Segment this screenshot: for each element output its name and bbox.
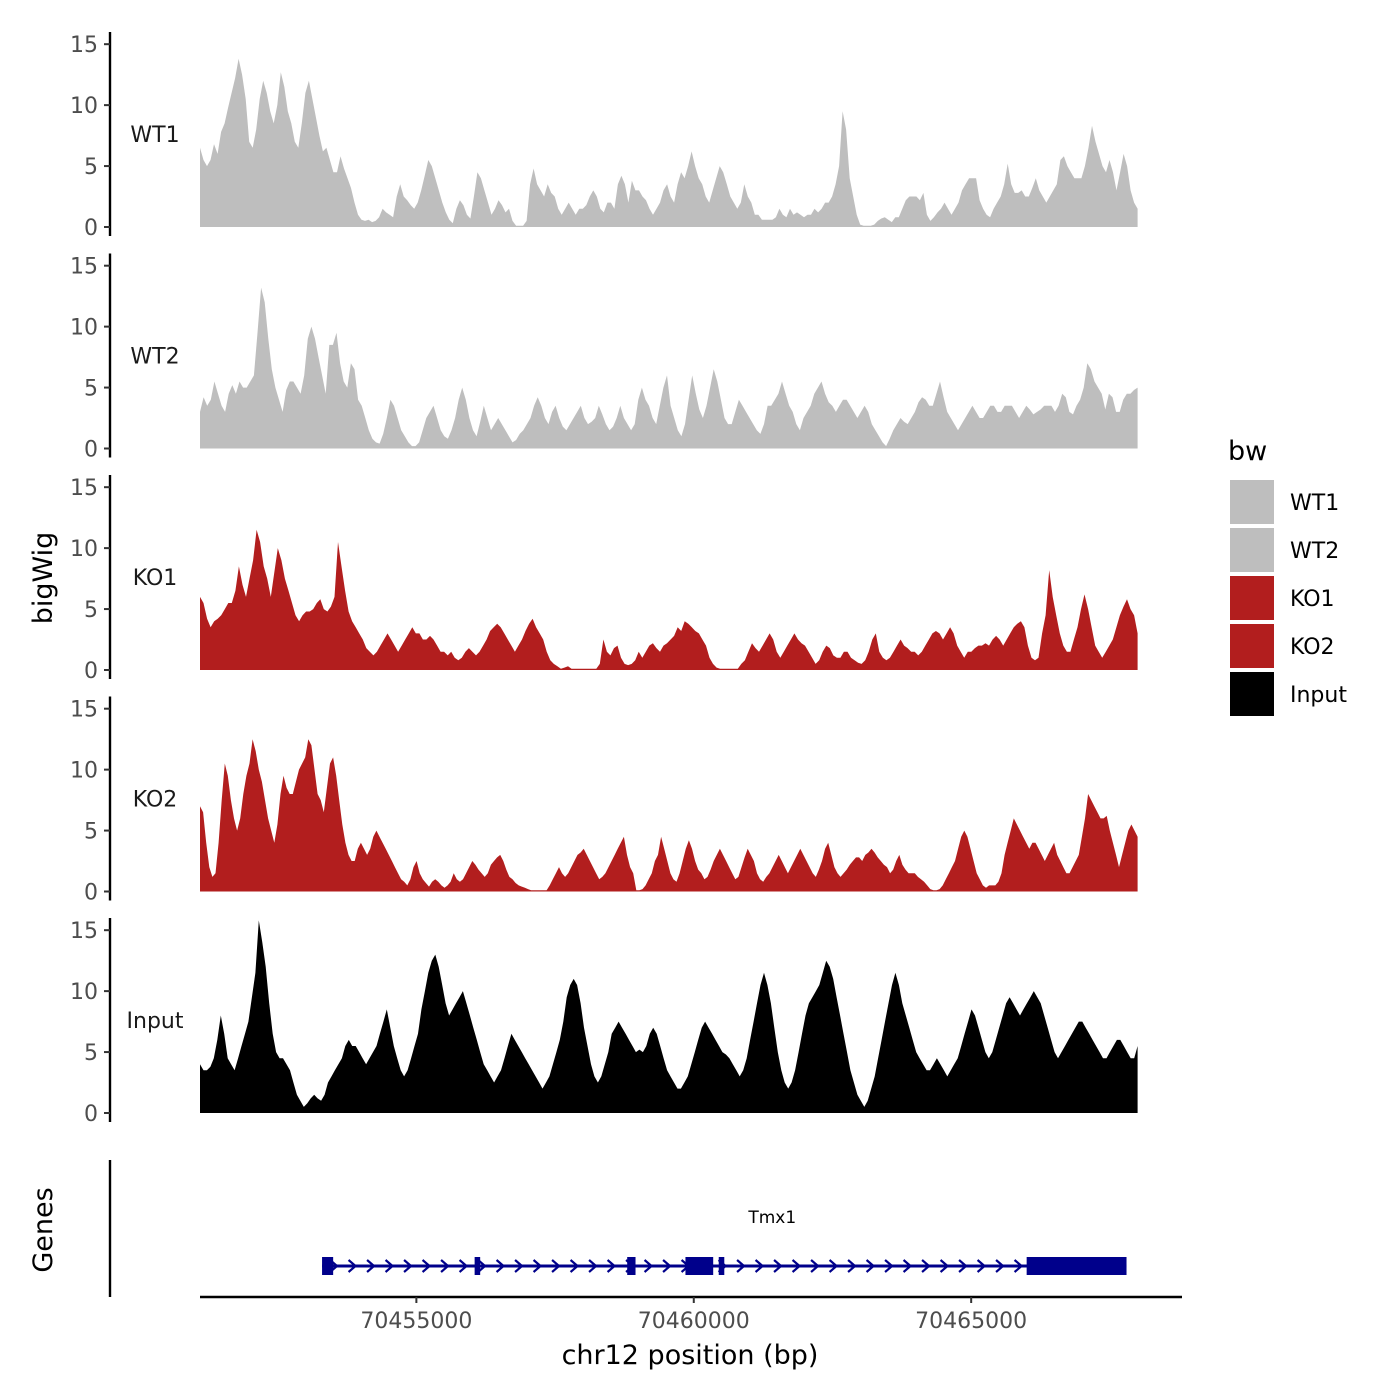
strand-arrow	[662, 1259, 672, 1273]
strand-arrow	[421, 1259, 432, 1273]
y-tick-label: 5	[84, 598, 98, 623]
y-tick-label: 10	[70, 94, 98, 119]
area-wt2	[200, 287, 1138, 449]
strand-arrow	[995, 1259, 1005, 1273]
track-wt1: 0 5 10 15 WT1	[70, 32, 1138, 241]
y-tick-label: 15	[70, 476, 98, 501]
strand-arrow	[458, 1259, 469, 1273]
track-label: KO2	[133, 788, 178, 813]
y-tick-label: 0	[84, 659, 98, 684]
y-tick-label: 15	[70, 698, 98, 723]
strand-arrow	[810, 1259, 820, 1273]
x-tick-label: 70465000	[915, 1309, 1027, 1334]
y-tick-label: 15	[70, 919, 98, 944]
strand-arrow	[606, 1259, 617, 1273]
strand-arrow	[440, 1259, 450, 1273]
strand-arrow	[477, 1259, 487, 1273]
legend-key-ko2	[1230, 624, 1274, 668]
legend-key-wt1	[1230, 480, 1274, 524]
strand-arrow	[514, 1259, 524, 1273]
area-ko1	[200, 529, 1138, 670]
strand-arrow	[828, 1259, 839, 1273]
strand-arrow	[384, 1259, 395, 1273]
gene-name-label: Tmx1	[747, 1208, 796, 1228]
track-label: Input	[127, 1009, 184, 1034]
gene-exon	[718, 1257, 725, 1275]
x-tick-label: 70455000	[360, 1309, 472, 1334]
y-tick-label: 15	[70, 33, 98, 58]
strand-arrow	[884, 1259, 894, 1273]
legend-key-ko1	[1230, 576, 1274, 620]
strand-arrow	[791, 1259, 802, 1273]
y-tick-label: 10	[70, 537, 98, 562]
strand-arrow	[976, 1259, 987, 1273]
legend-key-wt2	[1230, 528, 1274, 572]
strand-arrow	[403, 1259, 413, 1273]
track-label: KO1	[133, 566, 178, 591]
gene-exon	[1026, 1257, 1127, 1275]
strand-arrow	[939, 1259, 950, 1273]
strand-arrow	[754, 1259, 765, 1273]
strand-arrow	[847, 1259, 857, 1273]
legend-label-input: Input	[1290, 683, 1347, 708]
strand-arrow	[643, 1259, 654, 1273]
strand-arrow	[921, 1259, 931, 1273]
strand-arrow	[736, 1259, 746, 1273]
gene-exon	[627, 1257, 636, 1275]
y-tick-label: 10	[70, 759, 98, 784]
gene-exon	[685, 1257, 714, 1275]
x-axis: 70455000 70460000 70465000	[200, 1295, 1182, 1334]
legend-key-input	[1230, 672, 1274, 716]
strand-arrow	[366, 1259, 376, 1273]
y-axis-title: bigWig	[28, 532, 59, 625]
gene-track: Tmx1	[108, 1160, 1127, 1297]
legend-label-ko1: KO1	[1290, 587, 1335, 612]
track-input: 0 5 10 15 Input	[70, 918, 1138, 1127]
y-tick-label: 5	[84, 1041, 98, 1066]
legend-label-wt1: WT1	[1290, 491, 1339, 516]
strand-arrow	[773, 1259, 783, 1273]
area-ko2	[200, 739, 1138, 892]
y-tick-label: 0	[84, 1102, 98, 1127]
legend-label-wt2: WT2	[1290, 539, 1339, 564]
strand-arrow	[569, 1259, 580, 1273]
strand-arrow	[958, 1259, 968, 1273]
strand-arrow	[347, 1259, 358, 1273]
x-tick-label: 70460000	[638, 1309, 750, 1334]
track-ko2: 0 5 10 15 KO2	[70, 696, 1138, 906]
y-tick-label: 5	[84, 820, 98, 845]
track-label: WT1	[130, 123, 179, 148]
strand-arrow	[532, 1259, 543, 1273]
gene-track-title: Genes	[28, 1187, 59, 1272]
x-axis-title: chr12 position (bp)	[562, 1340, 819, 1371]
strand-arrow	[902, 1259, 913, 1273]
y-tick-label: 10	[70, 980, 98, 1005]
area-wt1	[200, 58, 1138, 227]
strand-arrow	[1013, 1259, 1024, 1273]
gene-exon	[474, 1257, 481, 1275]
strand-arrow	[588, 1259, 598, 1273]
y-tick-label: 5	[84, 377, 98, 402]
y-tick-label: 0	[84, 438, 98, 463]
area-input	[200, 920, 1138, 1113]
y-tick-label: 15	[70, 255, 98, 280]
strand-arrow	[551, 1259, 561, 1273]
strand-arrow	[495, 1259, 506, 1273]
legend: bw WT1 WT2 KO1 KO2 Input	[1228, 436, 1347, 716]
strand-arrow	[865, 1259, 876, 1273]
y-tick-label: 0	[84, 216, 98, 241]
legend-title: bw	[1228, 436, 1267, 467]
y-tick-label: 5	[84, 155, 98, 180]
legend-label-ko2: KO2	[1290, 635, 1335, 660]
track-wt2: 0 5 10 15 WT2	[70, 253, 1138, 463]
y-tick-label: 0	[84, 881, 98, 906]
gene-exon	[322, 1257, 334, 1275]
track-label: WT2	[130, 345, 179, 370]
track-ko1: 0 5 10 15 KO1	[70, 475, 1138, 684]
coverage-tracks: 0 5 10 15 WT1 0 5 10 15 WT2 0 5 10 15 KO1 0 5 10 15 KO2 0 5 10…	[70, 32, 1138, 1127]
y-tick-label: 10	[70, 316, 98, 341]
